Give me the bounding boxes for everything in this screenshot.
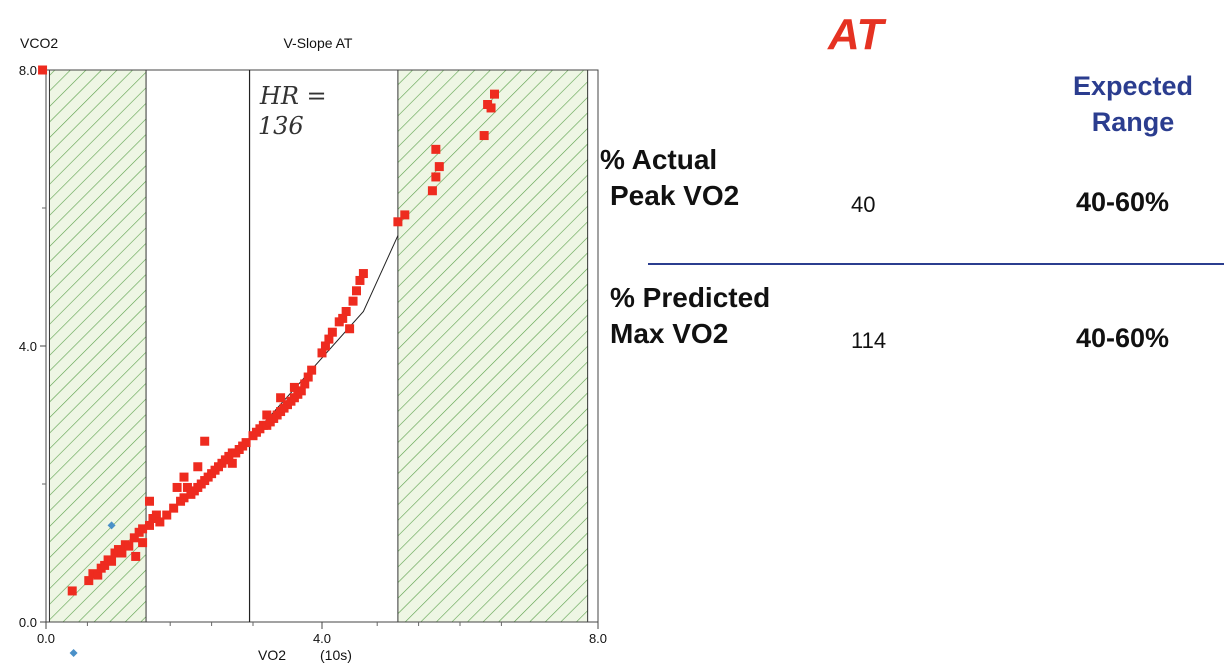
data-point bbox=[162, 510, 172, 520]
data-point bbox=[289, 382, 299, 392]
data-point bbox=[138, 524, 148, 534]
hr-annotation-line2: 136 bbox=[258, 112, 304, 140]
data-point bbox=[276, 393, 286, 403]
at-heading: AT bbox=[828, 10, 884, 59]
data-point bbox=[38, 65, 48, 75]
data-point bbox=[427, 186, 437, 196]
y-tick-label: 4.0 bbox=[19, 339, 37, 354]
x-tick-label: 4.0 bbox=[313, 631, 331, 646]
data-point bbox=[93, 570, 103, 580]
data-point bbox=[358, 269, 368, 279]
data-point bbox=[486, 103, 496, 113]
data-point bbox=[431, 144, 441, 154]
chart-title: V-Slope AT bbox=[283, 35, 352, 51]
data-point bbox=[107, 556, 117, 566]
predicted-max-value: 114 bbox=[851, 328, 887, 353]
data-point bbox=[155, 517, 165, 527]
actual-label-line2: Peak VO2 bbox=[610, 180, 740, 212]
data-point bbox=[479, 131, 489, 141]
data-point bbox=[296, 386, 306, 396]
data-point bbox=[145, 520, 154, 530]
data-point bbox=[179, 493, 189, 503]
data-point bbox=[179, 472, 189, 482]
actual-peak-label: % Actual Peak VO2 bbox=[600, 142, 739, 215]
data-point bbox=[490, 89, 499, 99]
data-point bbox=[300, 379, 310, 389]
predicted-max-label: % Predicted Max VO2 bbox=[610, 280, 770, 353]
data-point bbox=[317, 348, 327, 358]
data-point bbox=[324, 334, 334, 344]
predicted-label-line2: Max VO2 bbox=[610, 318, 729, 350]
expected-range-header: Expected Range bbox=[1058, 68, 1208, 141]
predicted-label-line1: % Predicted bbox=[610, 282, 771, 313]
hr-annotation-line1: HR = bbox=[259, 82, 327, 110]
y-tick-label: 0.0 bbox=[19, 615, 37, 630]
data-point bbox=[129, 533, 139, 543]
data-point bbox=[117, 548, 127, 558]
data-point bbox=[400, 210, 410, 220]
x-axis-label: VO2 bbox=[258, 647, 286, 663]
section-divider bbox=[648, 263, 1224, 265]
data-point bbox=[172, 482, 182, 492]
x-tick-label: 0.0 bbox=[37, 631, 55, 646]
data-point bbox=[227, 458, 237, 468]
data-point bbox=[131, 551, 141, 561]
marker-point bbox=[69, 649, 78, 658]
data-point bbox=[241, 438, 251, 448]
data-point bbox=[348, 296, 358, 306]
data-point bbox=[307, 365, 317, 375]
actual-label-line1: % Actual bbox=[600, 144, 718, 175]
shaded-region-0 bbox=[48, 69, 147, 623]
predicted-max-range: 40-60% bbox=[1076, 323, 1170, 353]
data-point bbox=[182, 482, 192, 492]
data-point bbox=[434, 162, 444, 172]
data-point bbox=[100, 560, 110, 570]
data-point bbox=[151, 510, 161, 520]
shaded-region-1 bbox=[397, 69, 589, 623]
data-point bbox=[341, 307, 351, 316]
expected-header-line1: Expected bbox=[1072, 71, 1194, 101]
data-point bbox=[352, 286, 361, 296]
data-point bbox=[320, 341, 330, 351]
data-point bbox=[67, 586, 77, 596]
marker-point bbox=[107, 521, 116, 530]
data-point bbox=[303, 372, 313, 382]
data-point bbox=[355, 275, 365, 285]
actual-peak-value: 40 bbox=[851, 192, 876, 217]
data-point bbox=[327, 327, 337, 337]
data-point bbox=[145, 496, 154, 506]
v-slope-chart: 0.0 4.0 8.0 0.0 4.0 8.0 VCO2 V-Slope AT VO2 (… bbox=[19, 35, 607, 663]
x-tick-label: 8.0 bbox=[589, 631, 607, 646]
expected-header-line2: Range bbox=[1091, 107, 1175, 138]
y-tick-label: 8.0 bbox=[19, 63, 37, 78]
data-point bbox=[138, 538, 148, 548]
data-point bbox=[88, 569, 98, 579]
data-point bbox=[262, 410, 272, 420]
data-point bbox=[345, 324, 355, 334]
y-axis-label: VCO2 bbox=[20, 35, 58, 51]
data-point bbox=[338, 313, 348, 323]
data-point bbox=[84, 576, 94, 586]
data-point bbox=[200, 436, 210, 446]
x-axis-label-suffix: (10s) bbox=[320, 647, 352, 663]
data-point bbox=[393, 217, 403, 227]
data-point bbox=[169, 503, 179, 513]
fit-line bbox=[249, 235, 399, 440]
data-point bbox=[124, 541, 134, 551]
data-point bbox=[431, 172, 441, 182]
actual-peak-range: 40-60% bbox=[1076, 187, 1170, 217]
data-point bbox=[193, 462, 203, 472]
